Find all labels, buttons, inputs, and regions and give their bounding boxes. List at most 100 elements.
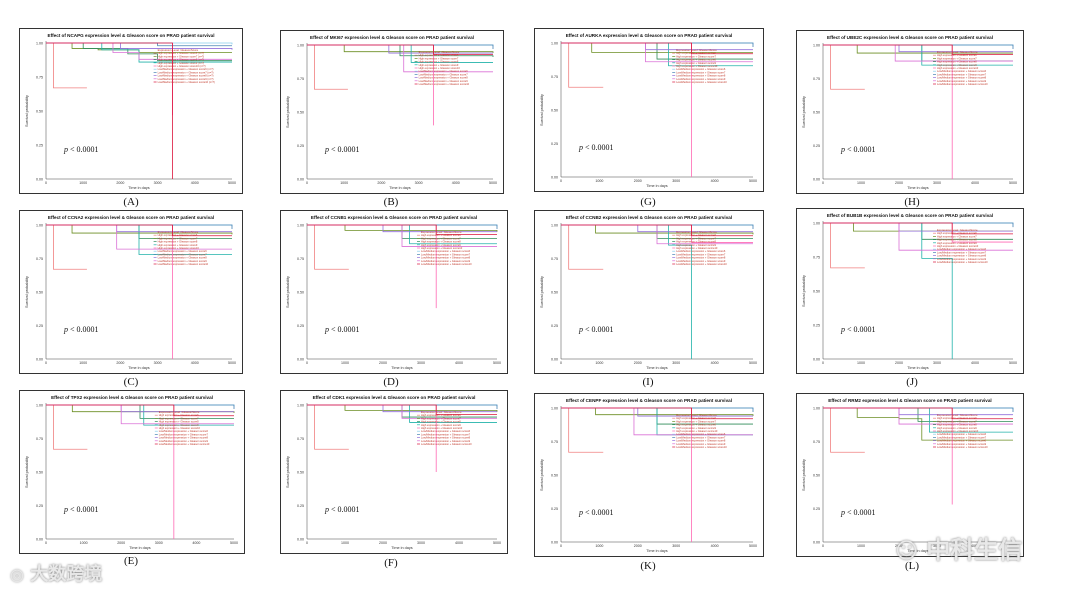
legend-entry: High expression + Gleason score9: [421, 423, 461, 427]
x-tick-label: 0: [45, 541, 47, 545]
y-tick-label: 1.00: [551, 224, 558, 228]
legend-entry: Low/Medium expression + Gleason score8: [159, 436, 209, 440]
y-tick-label: 0.50: [36, 110, 43, 114]
legend-entry: Low/Medium expression + Gleason score7: [676, 252, 726, 256]
km-curve-series-10: [561, 224, 753, 237]
legend-entry: Low/Medium expression + Gleason score10: [421, 442, 472, 446]
y-tick-label: 0.50: [813, 474, 820, 478]
x-axis-label: Time in days: [646, 549, 667, 553]
x-tick-label: 0: [45, 361, 47, 365]
km-panel-I: Effect of CCNB2 expression level & Gleas…: [534, 210, 764, 374]
km-curve-series-1: [561, 42, 604, 88]
legend-entry: High expression + Gleason score6: [937, 416, 977, 420]
y-tick-label: 0.50: [36, 471, 43, 475]
legend-entry: Low/Medium expression + Gleason score6: [937, 432, 987, 436]
chart-title: Effect of AURKA expression level & Gleas…: [566, 33, 733, 38]
x-tick-label: 1000: [79, 361, 87, 365]
legend-entry: High expression + Gleason score10: [158, 246, 200, 250]
legend-entry: High expression + Gleason score8: [676, 58, 716, 62]
legend-entry: High expression + Gleason score7: [937, 56, 977, 60]
chart-title: Effect of TPX2 expression level & Gleaso…: [51, 395, 213, 400]
y-tick-label: 0.50: [297, 471, 304, 475]
legend-entry: Low/Medium expression + Gleason score10: [937, 260, 988, 264]
x-tick-label: 1000: [595, 361, 603, 365]
y-axis-label: Survival probability: [286, 456, 290, 488]
legend-entry: High expression + Gleason score10: [159, 426, 201, 430]
x-tick-label: 4000: [711, 179, 719, 183]
km-curve-series-4: [561, 224, 692, 359]
x-tick-label: 3000: [933, 361, 941, 365]
p-value: p < 0.0001: [63, 145, 99, 154]
p-value: p < 0.0001: [578, 143, 614, 152]
legend-entry: High expression + Gleason score7 (n=?): [158, 54, 205, 58]
legend-entry: Low/Medium expression + Gleason score7: [676, 435, 726, 439]
y-tick-label: 0.00: [36, 538, 43, 542]
legend-entry: High expression + Gleason score6: [158, 233, 198, 237]
km-curve-series-10: [46, 42, 173, 179]
km-curve-series-10: [46, 224, 232, 237]
legend-entry: Low/Medium expression + Gleason score10: [421, 262, 472, 266]
legend-entry: Low/Medium expression + Gleason score6: [937, 69, 987, 73]
legend-entry: High expression + Gleason score8: [676, 423, 716, 427]
legend-entry: High expression + Gleason score10: [421, 246, 463, 250]
legend-title: Expression Level :GleasonScore: [158, 48, 199, 52]
legend-entry: High expression + Gleason score9: [676, 61, 716, 65]
legend-entry: High expression + Gleason score6: [419, 53, 459, 57]
y-tick-label: 1.00: [813, 222, 820, 226]
x-tick-label: 1000: [79, 181, 87, 185]
km-curve-series-8: [823, 222, 1013, 232]
km-curve-series-1: [823, 407, 865, 453]
km-panel-F: Effect of CDK1 expression level & Gleaso…: [280, 390, 508, 554]
p-value: p < 0.0001: [63, 325, 99, 334]
y-tick-label: 0.00: [297, 538, 304, 542]
panel-label-C: (C): [123, 376, 139, 388]
y-axis-label: Survival probability: [802, 275, 806, 307]
km-plot-K: Effect of CENPF expression level & Gleas…: [540, 398, 757, 553]
legend-entry: Low/Medium expression + Gleason score7: [937, 250, 987, 254]
x-tick-label: 2000: [634, 361, 642, 365]
km-curve-series-10: [823, 222, 1013, 235]
km-plot-J: Effect of BUB1B expression level & Gleas…: [802, 213, 1017, 370]
y-tick-label: 0.00: [813, 178, 820, 182]
x-tick-label: 1000: [341, 361, 349, 365]
legend-entry: High expression + Gleason score7: [421, 236, 461, 240]
legend-entry: High expression + Gleason score6: [937, 231, 977, 235]
x-tick-label: 4000: [971, 544, 979, 548]
legend-entry: Low/Medium expression + Gleason score7 (…: [158, 70, 214, 74]
x-tick-label: 4000: [191, 181, 199, 185]
x-tick-label: 1000: [595, 179, 603, 183]
chart-title: Effect of UBE2C expression level & Gleas…: [827, 35, 993, 40]
legend-entry: Low/Medium expression + Gleason score10: [419, 82, 470, 86]
legend-entry: Low/Medium expression + Gleason score9: [676, 77, 726, 81]
p-value: p < 0.0001: [578, 325, 614, 334]
km-panel-B: Effect of MKI67 expression level & Gleas…: [280, 30, 504, 194]
x-tick-label: 2000: [634, 544, 642, 548]
x-tick-label: 0: [822, 181, 824, 185]
y-tick-label: 0.50: [297, 111, 304, 115]
legend-entry: High expression + Gleason score9: [158, 243, 198, 247]
x-tick-label: 3000: [672, 361, 680, 365]
y-tick-label: 0.75: [813, 256, 820, 260]
km-curve-series-9: [561, 224, 753, 245]
panel-label-E: (E): [123, 555, 139, 567]
legend-entry: High expression + Gleason score8 (n=?): [158, 58, 205, 62]
x-tick-label: 0: [560, 361, 562, 365]
y-tick-label: 0.75: [813, 77, 820, 81]
y-tick-label: 0.25: [551, 142, 558, 146]
legend-entry: Low/Medium expression + Gleason score6: [421, 249, 471, 253]
y-axis-label: Survival probability: [25, 276, 29, 308]
y-tick-label: 0.00: [551, 541, 558, 545]
p-value: p < 0.0001: [324, 145, 360, 154]
x-tick-label: 1000: [340, 181, 348, 185]
x-tick-label: 1000: [595, 544, 603, 548]
legend-entry: Low/Medium expression + Gleason score8: [421, 256, 471, 260]
legend-entry: Low/Medium expression + Gleason score6 (…: [158, 67, 214, 71]
y-tick-label: 0.00: [36, 358, 43, 362]
legend-entry: High expression + Gleason score9 (n=?): [158, 61, 205, 65]
legend-entry: High expression + Gleason score6: [676, 51, 716, 55]
panel-label-I: (I): [642, 376, 654, 388]
y-axis-label: Survival probability: [25, 456, 29, 488]
legend-entry: High expression + Gleason score10: [419, 66, 461, 70]
x-tick-label: 3000: [672, 179, 680, 183]
x-tick-label: 4000: [455, 541, 463, 545]
